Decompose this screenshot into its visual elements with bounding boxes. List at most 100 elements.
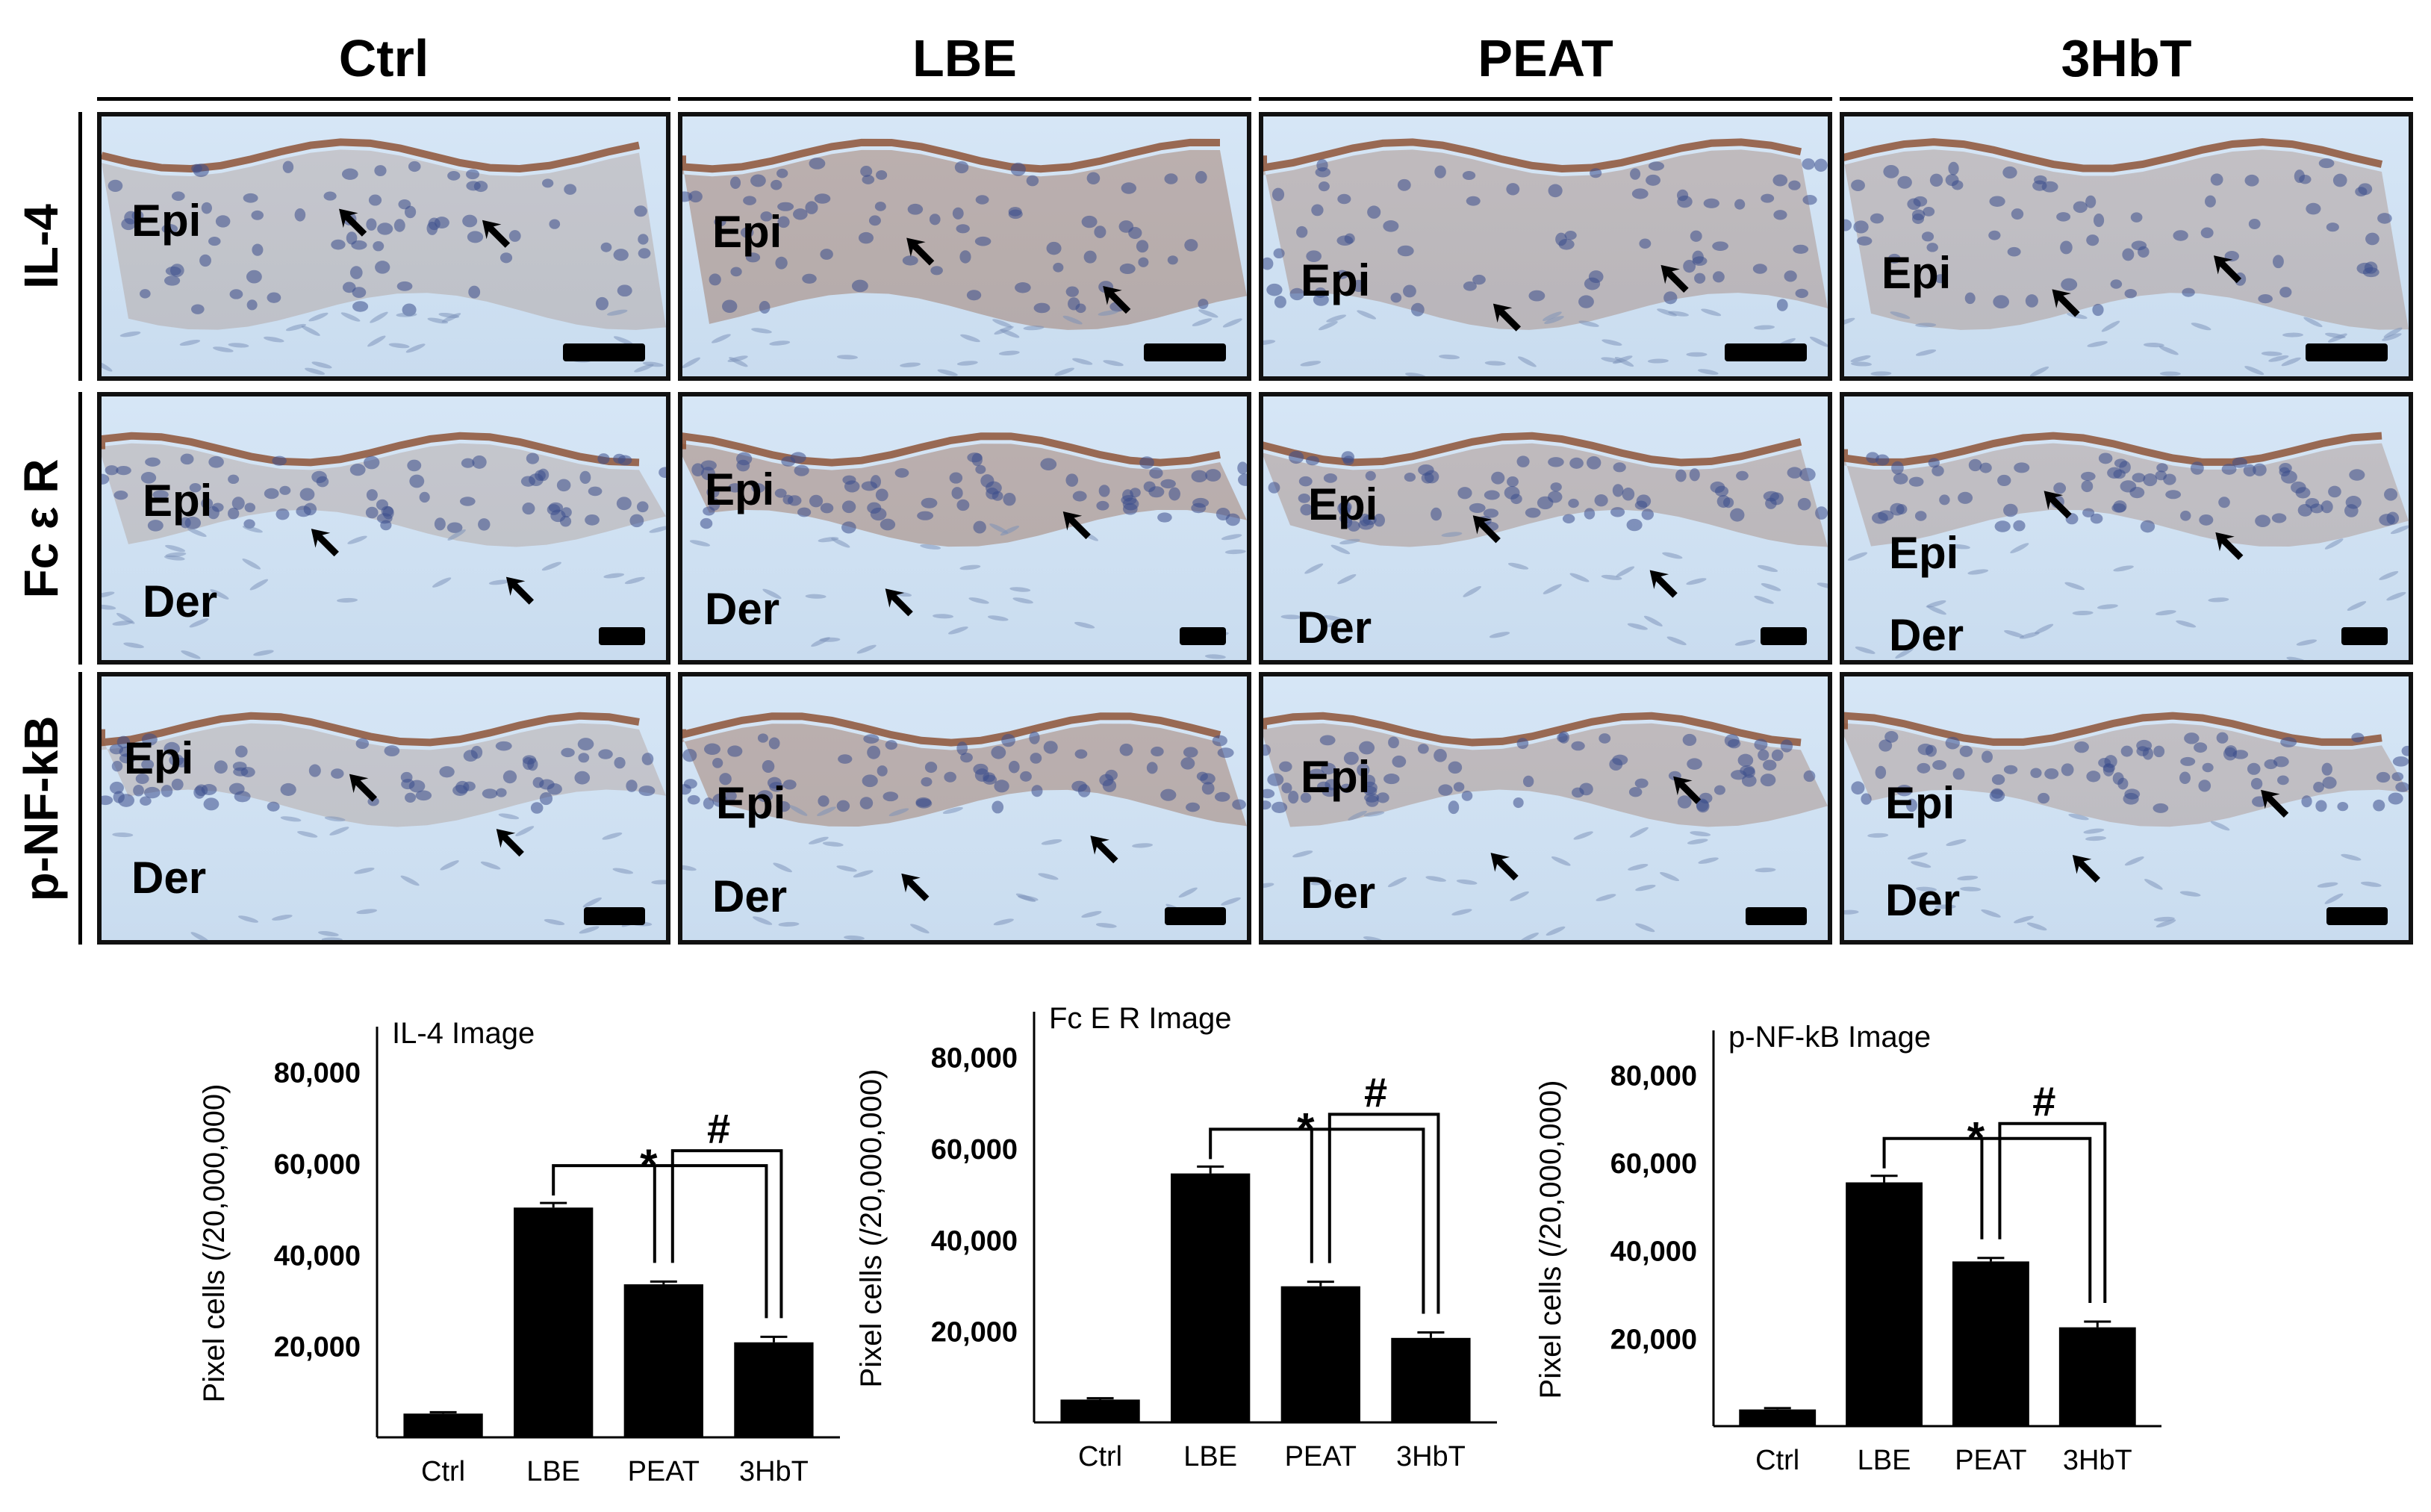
bar-lbe bbox=[1846, 1182, 1923, 1426]
bar-3hbt bbox=[2058, 1327, 2136, 1426]
scale-bar bbox=[1725, 343, 1807, 361]
row-rule bbox=[78, 112, 82, 381]
significance-hash: # bbox=[2032, 1078, 2055, 1125]
tissue-texture bbox=[102, 712, 666, 940]
chart-svg: IL-4 Image 20,000 40,000 60,000 80,000 Pixel … bbox=[198, 1017, 840, 1487]
row-header-fcer: Fc ε R bbox=[0, 392, 82, 665]
pointer-arrow-icon bbox=[1103, 286, 1131, 314]
epi-label: Epi bbox=[1301, 752, 1371, 802]
micrograph-pnfkb-lbe: Epi Der bbox=[678, 672, 1251, 945]
pointer-arrow-icon bbox=[2261, 789, 2289, 818]
pointer-arrow-icon bbox=[2215, 532, 2244, 561]
pointer-arrow-icon bbox=[349, 774, 378, 802]
epi-label: Epi bbox=[1308, 479, 1378, 529]
y-tick-label: 20,000 bbox=[274, 1332, 361, 1363]
epi-label: Epi bbox=[143, 476, 213, 526]
epi-label: Epi bbox=[124, 733, 194, 783]
chart-title: Fc Ε R Image bbox=[1049, 1002, 1232, 1035]
bar-ctrl bbox=[1060, 1399, 1140, 1422]
der-label: Der bbox=[705, 584, 780, 634]
der-label: Der bbox=[1889, 610, 1964, 660]
bar-lbe bbox=[1171, 1173, 1251, 1422]
pointer-arrow-icon bbox=[1492, 303, 1521, 332]
y-axis-label: Pixel cells (/20,000,000) bbox=[855, 1069, 888, 1388]
y-tick-label: 20,000 bbox=[931, 1317, 1018, 1348]
column-label: PEAT bbox=[1478, 29, 1613, 87]
tissue-texture bbox=[682, 712, 1247, 940]
bar-ctrl bbox=[403, 1413, 483, 1437]
micrograph-il4-lbe: Epi bbox=[678, 112, 1251, 381]
column-rule bbox=[1259, 97, 1832, 101]
chart-svg: p-NF-kB Image 20,000 40,000 60,000 80,000 Pix… bbox=[1534, 1021, 2161, 1476]
column-label: 3HbT bbox=[2061, 29, 2192, 87]
y-tick-label: 60,000 bbox=[274, 1149, 361, 1180]
der-label: Der bbox=[712, 871, 788, 921]
row-rule bbox=[78, 672, 82, 945]
epi-label: Epi bbox=[1889, 528, 1959, 578]
x-tick-label: 3HbT bbox=[1396, 1441, 1466, 1472]
tissue-texture bbox=[1263, 712, 1828, 940]
y-axis-label: Pixel cells (/20,000,000) bbox=[198, 1084, 231, 1403]
significance-star: * bbox=[640, 1140, 658, 1190]
row-header-pnfkb: p-NF-kB bbox=[0, 672, 82, 945]
epi-label: Epi bbox=[705, 464, 775, 514]
micrograph-fcer-peat: Epi Der bbox=[1259, 392, 1832, 665]
epi-label: Epi bbox=[1881, 248, 1952, 298]
chart-title: IL-4 Image bbox=[392, 1017, 535, 1050]
tissue-texture bbox=[1263, 138, 1828, 376]
row-label: Fc ε R bbox=[14, 458, 68, 598]
micrograph-fcer-lbe: Epi Der bbox=[678, 392, 1251, 665]
pointer-arrow-icon bbox=[2213, 255, 2242, 284]
y-tick-label: 80,000 bbox=[274, 1058, 361, 1089]
der-label: Der bbox=[1297, 603, 1372, 653]
pointer-arrow-icon bbox=[1660, 264, 1689, 293]
column-header-lbe: LBE bbox=[678, 28, 1251, 103]
x-tick-label: 3HbT bbox=[2063, 1445, 2132, 1476]
pointer-arrow-icon bbox=[505, 576, 535, 605]
bar-3hbt bbox=[1391, 1337, 1471, 1422]
x-tick-label: PEAT bbox=[1955, 1445, 2026, 1476]
epi-label: Epi bbox=[712, 207, 782, 257]
micrograph-pnfkb-peat: Epi Der bbox=[1259, 672, 1832, 945]
scale-bar bbox=[1746, 907, 1807, 925]
der-label: Der bbox=[143, 576, 218, 626]
epi-label: Epi bbox=[1885, 778, 1955, 828]
scale-bar bbox=[584, 907, 645, 925]
epi-label: Epi bbox=[1301, 255, 1371, 305]
der-label: Der bbox=[1885, 875, 1961, 925]
bar-chart-pnfkb: p-NF-kB Image 20,000 40,000 60,000 80,000 Pix… bbox=[1516, 1015, 2225, 1493]
tissue-texture bbox=[682, 432, 1247, 659]
pointer-arrow-icon bbox=[2044, 491, 2072, 519]
scale-bar bbox=[1180, 627, 1226, 645]
y-tick-label: 40,000 bbox=[274, 1240, 361, 1272]
x-tick-label: LBE bbox=[1183, 1441, 1237, 1472]
x-tick-label: LBE bbox=[526, 1456, 580, 1487]
scale-bar bbox=[1144, 343, 1226, 361]
significance-star: * bbox=[1297, 1104, 1315, 1154]
bar-lbe bbox=[514, 1207, 594, 1437]
scale-bar bbox=[599, 627, 645, 645]
significance-star: * bbox=[1967, 1113, 1985, 1163]
tissue-texture bbox=[102, 138, 666, 375]
column-rule bbox=[678, 97, 1251, 101]
y-tick-label: 60,000 bbox=[931, 1134, 1018, 1166]
pointer-arrow-icon bbox=[2072, 854, 2100, 883]
pointer-arrow-icon bbox=[885, 588, 913, 617]
epi-label: Epi bbox=[131, 196, 202, 246]
column-header-ctrl: Ctrl bbox=[97, 28, 670, 103]
pointer-arrow-icon bbox=[311, 529, 339, 557]
tissue-texture bbox=[1844, 138, 2409, 376]
bar-chart-il4: IL-4 Image 20,000 40,000 60,000 80,000 Pixel … bbox=[179, 986, 881, 1493]
pointer-arrow-icon bbox=[496, 829, 524, 857]
pointer-arrow-icon bbox=[1649, 570, 1678, 598]
tissue-texture bbox=[682, 138, 1247, 376]
pointer-arrow-icon bbox=[1673, 776, 1702, 804]
chart-title: p-NF-kB Image bbox=[1728, 1021, 1931, 1054]
row-header-il4: IL-4 bbox=[0, 112, 82, 381]
x-tick-label: Ctrl bbox=[1078, 1441, 1122, 1472]
der-label: Der bbox=[131, 853, 207, 903]
micrograph-il4-peat: Epi bbox=[1259, 112, 1832, 381]
scale-bar bbox=[563, 343, 645, 361]
significance-bracket bbox=[1209, 1113, 1440, 1314]
pointer-arrow-icon bbox=[901, 873, 930, 901]
